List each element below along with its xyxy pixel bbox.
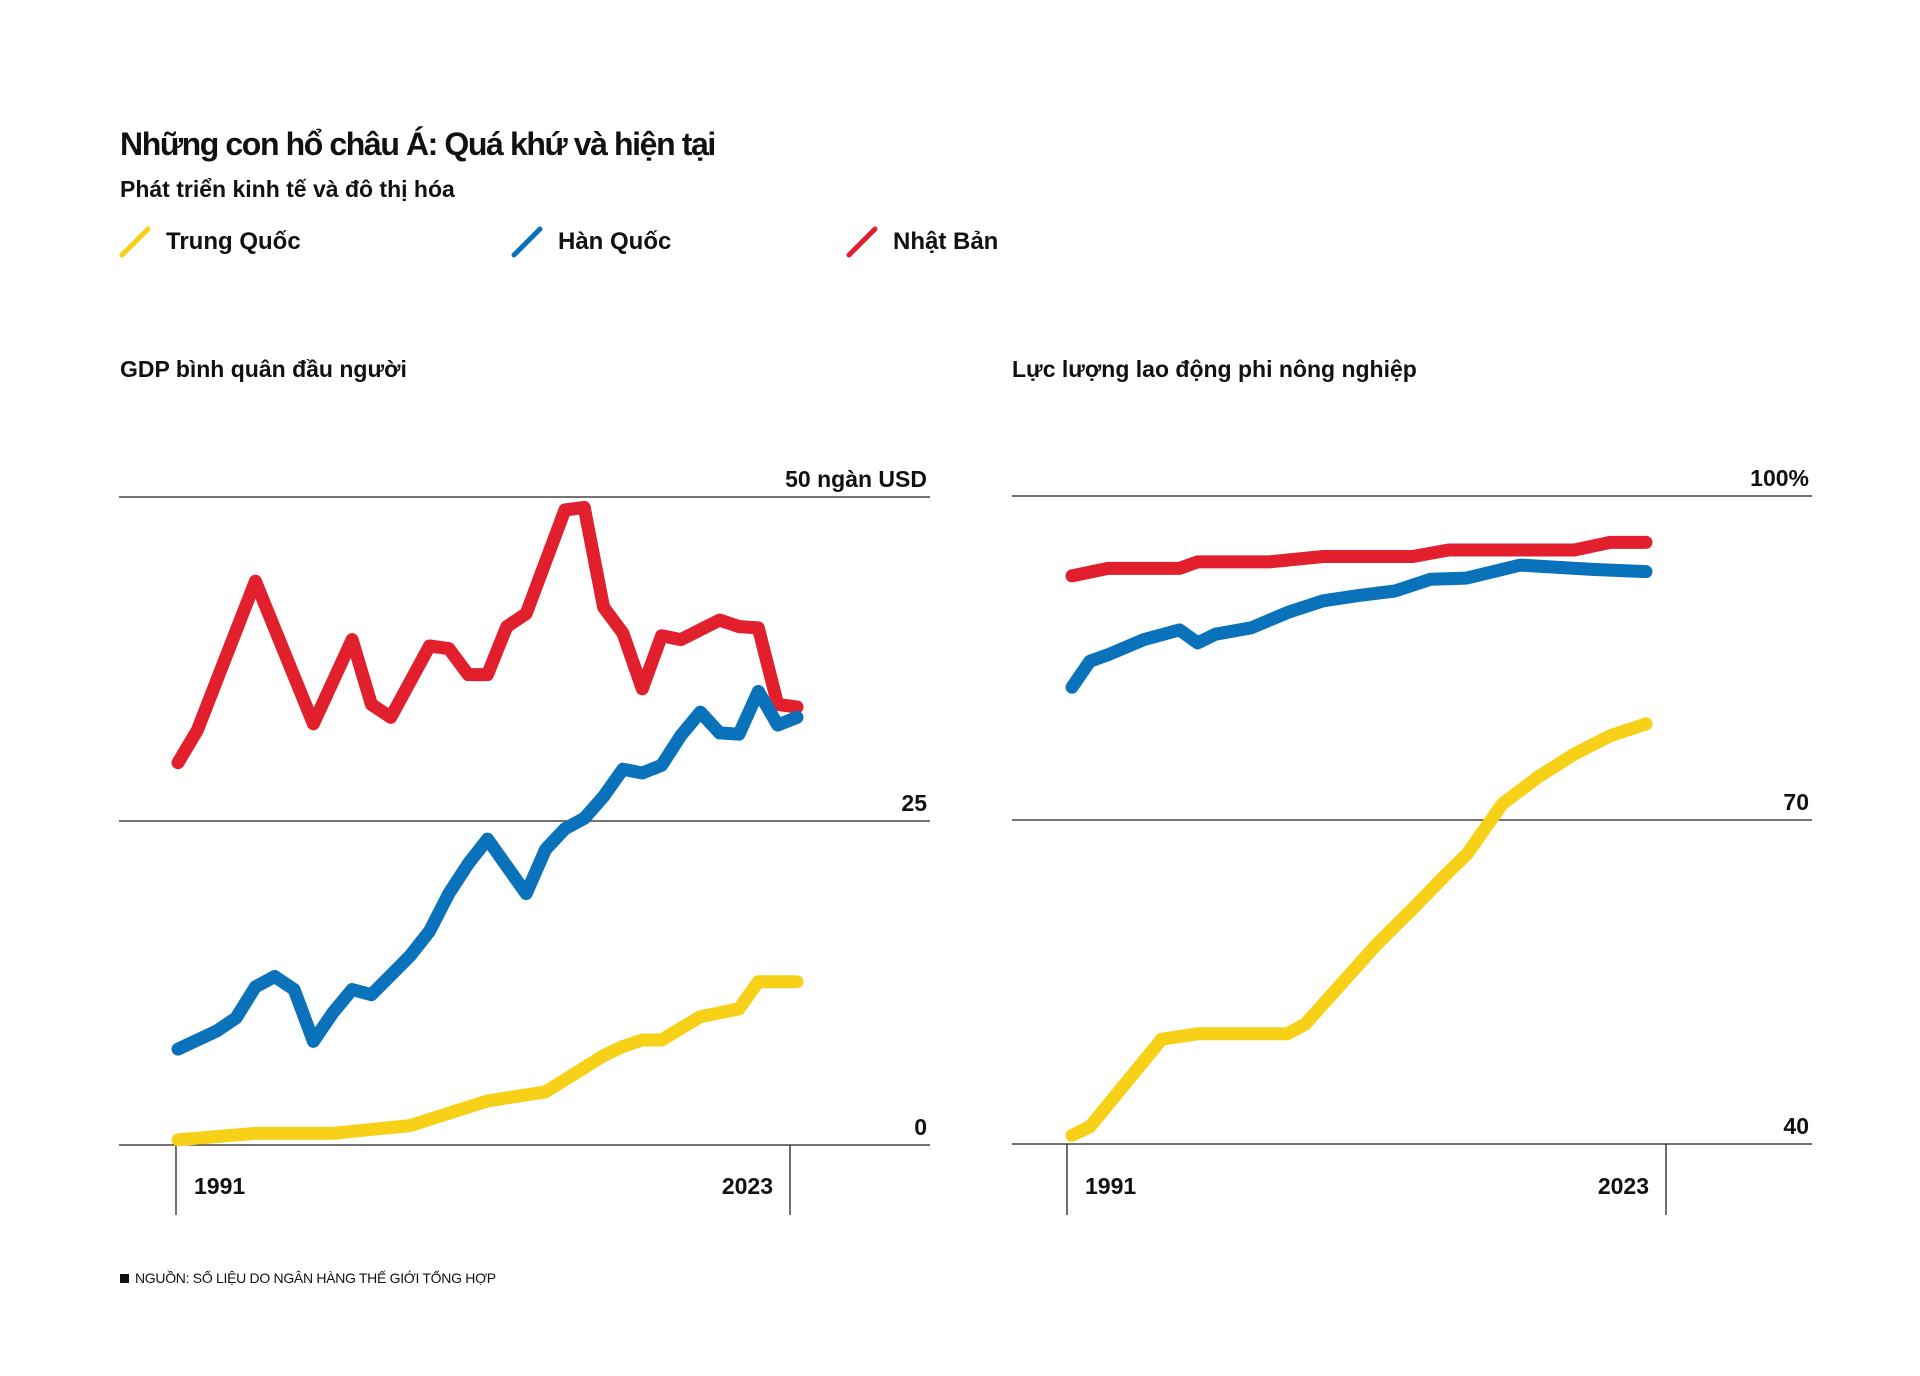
legend-label-korea: Hàn Quốc — [558, 228, 672, 255]
series-line-han-quoc — [171, 684, 804, 1056]
legend-label-china: Trung Quốc — [166, 228, 301, 255]
legend-line-icon-china — [119, 226, 151, 258]
legend-item-japan: Nhật Bản — [845, 222, 998, 262]
y-tick-label-0: 0 — [914, 1114, 927, 1140]
series-line-trung-quoc — [171, 975, 804, 1147]
labor-chart-title: Lực lượng lao động phi nông nghiệp — [1012, 356, 1417, 382]
series-line-nhat-ban — [1065, 535, 1653, 583]
x-tick-label-2023: 2023 — [1598, 1173, 1649, 1199]
y-tick-label-25: 25 — [901, 790, 927, 816]
page-title: Những con hổ châu Á: Quá khứ và hiện tại — [120, 126, 716, 162]
x-tick-label-1991: 1991 — [194, 1173, 245, 1199]
y-tick-label-70: 70 — [1783, 789, 1809, 815]
legend: Trung Quốc Hàn Quốc Nhật Bản — [0, 222, 1920, 262]
y-tick-label-40: 40 — [1783, 1113, 1809, 1139]
x-tick-label-2023: 2023 — [722, 1173, 773, 1199]
source-text: NGUỒN: SỐ LIỆU DO NGÂN HÀNG THẾ GIỚI TỔN… — [135, 1270, 496, 1286]
series-line-nhat-ban — [171, 500, 804, 770]
y-tick-label-50-ngan-usd: 50 ngàn USD — [785, 466, 927, 492]
non-agricultural-labor-chart: 40 70 100% 1991 2023 — [1012, 465, 1812, 1215]
legend-line-icon-korea — [511, 226, 543, 258]
gdp-per-capita-chart: 0 25 50 ngàn USD 1991 2023 — [119, 466, 930, 1215]
source-bullet-icon — [120, 1273, 129, 1283]
series-line-han-quoc — [1065, 558, 1653, 694]
legend-item-korea: Hàn Quốc — [510, 222, 671, 262]
legend-label-japan: Nhật Bản — [893, 228, 999, 255]
source-note: NGUỒN: SỐ LIỆU DO NGÂN HÀNG THẾ GIỚI TỔN… — [120, 1270, 496, 1286]
page-subtitle: Phát triển kinh tế và đô thị hóa — [120, 176, 455, 202]
legend-item-china: Trung Quốc — [118, 222, 301, 262]
y-tick-label-100-: 100% — [1750, 465, 1809, 491]
x-tick-label-1991: 1991 — [1085, 1173, 1136, 1199]
series-line-trung-quoc — [1065, 717, 1653, 1142]
gdp-chart-title: GDP bình quân đầu người — [120, 356, 407, 382]
legend-line-icon-japan — [846, 226, 878, 258]
